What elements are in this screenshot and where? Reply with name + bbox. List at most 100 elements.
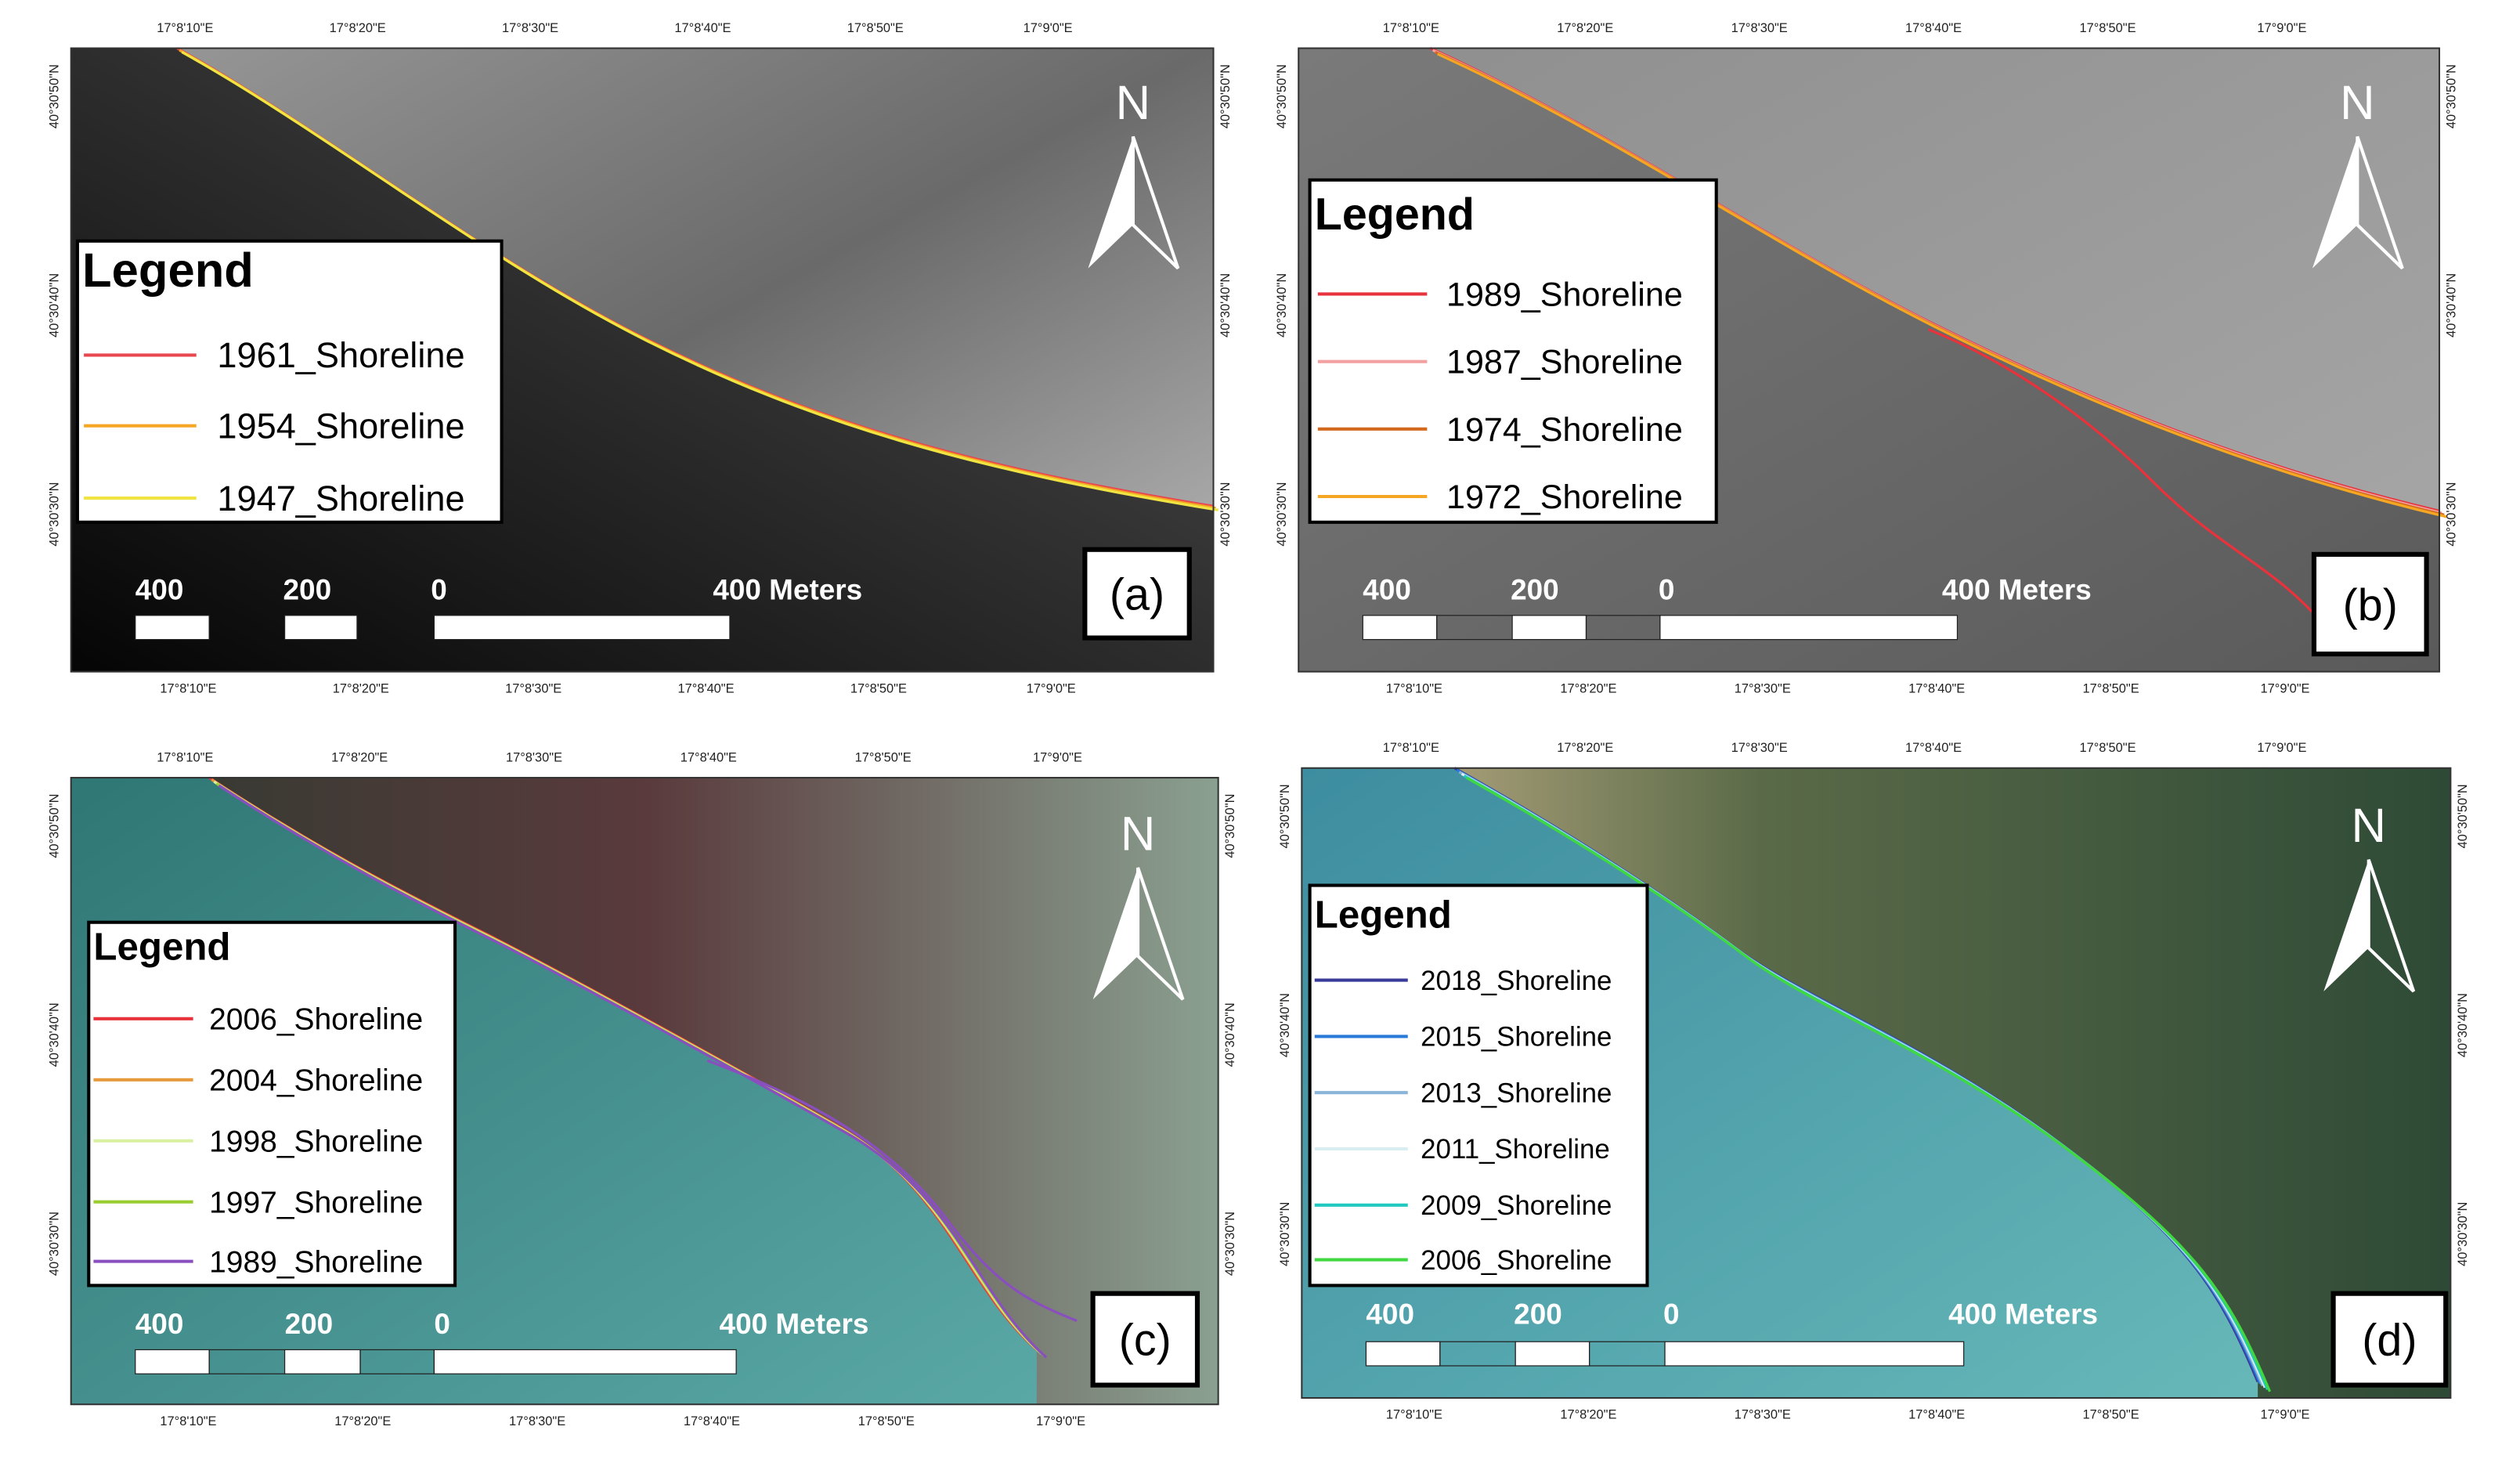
x-coord-label: 17°8'40"E [674, 21, 731, 35]
scale-label: 0 [431, 573, 447, 605]
x-coord-label: 17°8'10"E [160, 1414, 216, 1428]
x-coord-label: 17°8'40"E [681, 751, 737, 765]
map-frame [1298, 47, 2441, 673]
x-coord-label: 17°8'40"E [684, 1414, 740, 1428]
y-coord-label: 40°30'30"N [1223, 1212, 1237, 1276]
scale-label: 0 [1659, 573, 1675, 605]
north-arrow [1136, 867, 1185, 1001]
scale-segment [1511, 615, 1587, 641]
x-coord-label: 17°8'50"E [847, 21, 904, 35]
legend-label: 1987_Shoreline [1446, 344, 1683, 381]
y-coord-label: 40°30'40"N [47, 273, 61, 338]
map-panel: 17°8'10"E 17°8'10"E 17°8'20"E 17°8'20"E 17°8… [47, 751, 1237, 1428]
north-arrow [2312, 136, 2358, 269]
north-label: N [2340, 76, 2374, 130]
y-coord-label: 40°30'50"N [2445, 64, 2459, 128]
y-coord-label: 40°30'40"N [1278, 993, 1292, 1057]
shoreline [181, 51, 1218, 511]
x-coord-label: 17°8'40"E [1908, 1408, 1965, 1422]
scale-label: 400 Meters [713, 573, 862, 605]
map-frame [70, 777, 1219, 1406]
x-coord-label: 17°8'40"E [678, 681, 735, 695]
x-coord-label: 17°9'0"E [1027, 681, 1076, 695]
scale-segment [1365, 1341, 1441, 1367]
north-label: N [1121, 807, 1155, 861]
y-coord-label: 40°30'30"N [1278, 1202, 1292, 1266]
y-coord-label: 40°30'30"N [1218, 482, 1233, 547]
x-coord-label: 17°8'20"E [1557, 741, 1613, 755]
north-arrow [1131, 135, 1180, 270]
x-coord-label: 17°8'10"E [157, 21, 213, 35]
y-coord-label: 40°30'30"N [1275, 482, 1289, 547]
x-coord-label: 17°8'40"E [1905, 21, 1962, 35]
scale-segment [1515, 1341, 1590, 1367]
y-coord-label: 40°30'40"N [47, 1002, 61, 1067]
panel-label-box [2330, 1291, 2449, 1388]
north-label: N [2351, 799, 2385, 853]
y-coord-label: 40°30'40"N [1218, 273, 1233, 338]
legend-label: 2011_Shoreline [1421, 1134, 1610, 1165]
y-coord-label: 40°30'40"N [2456, 993, 2470, 1057]
x-coord-label: 17°8'30"E [1735, 1408, 1791, 1422]
scale-segment [135, 1349, 210, 1374]
panel-label-box [1082, 547, 1192, 641]
legend-label: 1998_Shoreline [209, 1125, 423, 1158]
scale-label: 400 [1363, 573, 1411, 605]
scale-label: 0 [1663, 1298, 1680, 1331]
scale-label: 400 [1366, 1298, 1414, 1331]
x-coord-label: 17°8'10"E [1383, 21, 1439, 35]
x-coord-label: 17°9'0"E [1033, 751, 1082, 765]
x-coord-label: 17°9'0"E [1036, 1414, 1085, 1428]
scale-segment [135, 615, 210, 641]
x-coord-label: 17°8'30"E [506, 751, 562, 765]
legend-label: 2006_Shoreline [1421, 1245, 1612, 1276]
scale-label: 200 [285, 1308, 334, 1340]
panel-label: (d) [2362, 1316, 2417, 1366]
x-coord-label: 17°8'20"E [1557, 21, 1613, 35]
north-arrow [2323, 859, 2369, 991]
x-coord-label: 17°8'10"E [1386, 1408, 1442, 1422]
legend-label: 2004_Shoreline [209, 1064, 423, 1097]
scale-segment [283, 1349, 361, 1374]
map-frame [70, 47, 1215, 673]
scale-label: 400 [135, 573, 184, 605]
shoreline [1927, 328, 2316, 615]
legend-label: 2006_Shoreline [209, 1002, 423, 1036]
x-coord-label: 17°8'50"E [2079, 741, 2136, 755]
x-coord-label: 17°8'30"E [1731, 741, 1788, 755]
x-coord-label: 17°9'0"E [2257, 741, 2306, 755]
scale-label: 400 Meters [1948, 1298, 2098, 1331]
shoreline [706, 1059, 1078, 1323]
legend-box [75, 239, 504, 524]
x-coord-label: 17°8'10"E [1383, 741, 1439, 755]
x-coord-label: 17°9'0"E [2257, 21, 2306, 35]
north-arrow [2367, 859, 2416, 993]
x-coord-label: 17°8'30"E [505, 681, 561, 695]
y-coord-label: 40°30'40"N [1275, 273, 1289, 338]
legend-label: 1989_Shoreline [209, 1245, 423, 1279]
scale-label: 200 [1511, 573, 1559, 605]
x-coord-label: 17°8'10"E [157, 751, 213, 765]
x-coord-label: 17°9'0"E [1024, 21, 1073, 35]
x-coord-label: 17°8'10"E [160, 681, 216, 695]
panel-label-box [2311, 551, 2429, 657]
x-coord-label: 17°8'40"E [1908, 681, 1965, 695]
panel-label: (a) [1110, 570, 1164, 620]
x-coord-label: 17°8'40"E [1905, 741, 1962, 755]
x-coord-label: 17°8'20"E [334, 1414, 391, 1428]
legend-title: Legend [1315, 894, 1452, 937]
y-coord-label: 40°30'50"N [2456, 784, 2470, 848]
x-coord-label: 17°8'50"E [2083, 681, 2139, 695]
x-coord-label: 17°8'20"E [333, 681, 389, 695]
x-coord-label: 17°8'30"E [1731, 21, 1788, 35]
x-coord-label: 17°9'0"E [2261, 681, 2310, 695]
scale-segment [433, 615, 731, 641]
panel-label: (c) [1119, 1316, 1172, 1366]
legend-box [1308, 883, 1649, 1287]
x-coord-label: 17°8'50"E [2083, 1408, 2139, 1422]
x-coord-label: 17°8'50"E [855, 751, 912, 765]
legend-label: 1972_Shoreline [1446, 479, 1683, 516]
map-frame [1301, 767, 2452, 1399]
legend-label: 1954_Shoreline [217, 406, 464, 446]
panel-label: (b) [2343, 580, 2398, 630]
